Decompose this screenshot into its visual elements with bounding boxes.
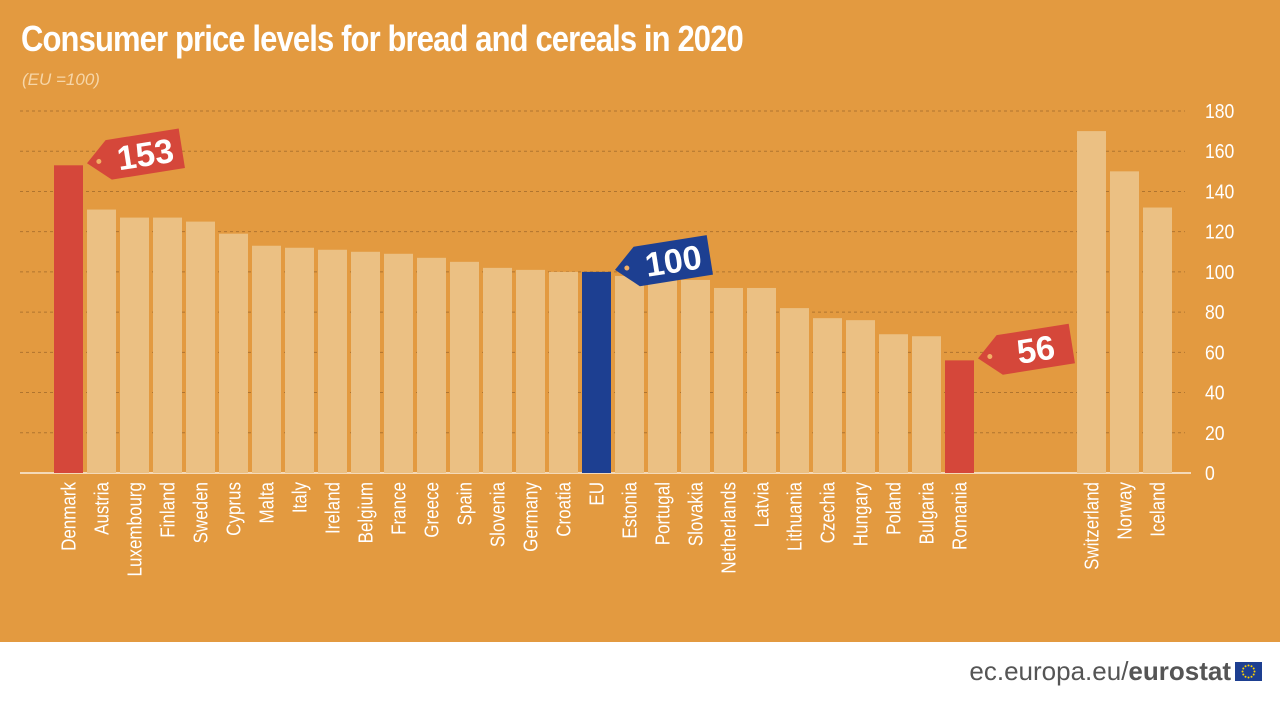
x-tick-label: Slovakia — [684, 481, 707, 546]
x-tick-label: Estonia — [618, 481, 641, 538]
callout-label: 100 — [642, 238, 704, 284]
callout-tag: 100 — [615, 235, 713, 287]
bar — [1143, 207, 1172, 474]
x-tick-label: Slovenia — [486, 481, 509, 547]
bar — [87, 209, 116, 474]
y-tick-label: 120 — [1205, 221, 1234, 243]
x-tick-label: Iceland — [1146, 482, 1169, 537]
x-tick-label: Latvia — [750, 481, 773, 527]
callout-tag: 153 — [86, 128, 185, 180]
y-tick-label: 180 — [1205, 100, 1234, 122]
bar — [747, 287, 776, 473]
chart-title: Consumer price levels for bread and cere… — [21, 18, 744, 59]
bar — [285, 247, 314, 473]
bar — [186, 221, 215, 473]
bar — [780, 308, 809, 473]
footer: ec.europa.eu/eurostat — [969, 656, 1262, 686]
x-tick-label: Luxembourg — [123, 482, 146, 576]
bar — [582, 271, 611, 473]
callout-hole — [987, 354, 993, 360]
callout-label: 153 — [114, 132, 176, 178]
bar — [912, 336, 941, 473]
x-tick-label: Romania — [948, 481, 971, 550]
bar — [516, 269, 545, 473]
x-tick-label: Hungary — [849, 481, 872, 546]
bar — [1077, 131, 1106, 473]
x-tick-label: EU — [585, 482, 608, 506]
y-tick-label: 0 — [1205, 462, 1215, 484]
callout-hole — [96, 158, 102, 164]
x-tick-label: Ireland — [321, 482, 344, 534]
x-tick-label: Malta — [255, 481, 278, 523]
bar — [945, 360, 974, 473]
y-tick-label: 60 — [1205, 341, 1225, 363]
x-tick-label: Sweden — [189, 482, 212, 543]
y-tick-label: 160 — [1205, 140, 1234, 162]
x-tick-label: Austria — [90, 481, 113, 534]
bar — [318, 249, 347, 473]
bar — [219, 233, 248, 473]
eu-flag-icon — [1235, 661, 1262, 681]
y-tick-label: 80 — [1205, 301, 1225, 323]
callout-shape — [978, 323, 1075, 375]
y-tick-label: 40 — [1205, 382, 1225, 404]
callout-hole — [624, 265, 630, 271]
x-tick-label: Switzerland — [1080, 482, 1103, 570]
callout-label: 56 — [1014, 328, 1057, 371]
x-tick-label: Spain — [453, 482, 476, 525]
x-tick-label: Lithuania — [783, 481, 806, 551]
bar — [615, 275, 644, 473]
x-tick-label: Denmark — [57, 481, 80, 551]
bar — [417, 257, 446, 473]
bar — [681, 279, 710, 473]
y-tick-label: 100 — [1205, 261, 1234, 283]
callout-shape — [615, 235, 713, 287]
x-tick-label: Portugal — [651, 482, 674, 545]
x-tick-label: Belgium — [354, 482, 377, 543]
footer-brand: eurostat — [1128, 655, 1231, 686]
chart-panel: Consumer price levels for bread and cere… — [0, 0, 1280, 642]
x-tick-label: Finland — [156, 482, 179, 538]
bar — [252, 245, 281, 473]
bar — [1110, 171, 1139, 474]
x-tick-label: Poland — [882, 482, 905, 535]
y-tick-label: 140 — [1205, 180, 1234, 202]
bar — [714, 287, 743, 473]
bar — [153, 217, 182, 473]
footer-domain: ec.europa.eu/ — [969, 655, 1129, 686]
y-tick-label: 20 — [1205, 422, 1225, 444]
bar — [54, 165, 83, 474]
bar — [813, 318, 842, 473]
bar — [384, 253, 413, 473]
bar — [846, 320, 875, 473]
x-tick-label: France — [387, 482, 410, 535]
x-tick-label: Norway — [1113, 481, 1136, 539]
x-tick-label: Cyprus — [222, 482, 245, 536]
bar — [351, 251, 380, 473]
x-tick-label: Czechia — [816, 481, 839, 543]
bar — [879, 334, 908, 473]
callout-tag: 56 — [978, 323, 1075, 375]
x-tick-label: Netherlands — [717, 482, 740, 574]
bar — [120, 217, 149, 473]
x-tick-label: Germany — [519, 481, 542, 552]
bar — [549, 271, 578, 473]
callout-shape — [86, 128, 185, 180]
bar — [483, 267, 512, 473]
chart-subtitle: (EU =100) — [22, 70, 100, 89]
bar — [450, 261, 479, 473]
x-tick-label: Croatia — [552, 481, 575, 536]
bar-chart: 0 20 40 60 80 100 120 140 160 180 Denmark Austria Lu… — [20, 100, 1234, 576]
bar — [648, 277, 677, 473]
x-tick-label: Italy — [288, 481, 311, 513]
x-tick-label: Bulgaria — [915, 481, 938, 544]
x-tick-label: Greece — [420, 482, 443, 538]
